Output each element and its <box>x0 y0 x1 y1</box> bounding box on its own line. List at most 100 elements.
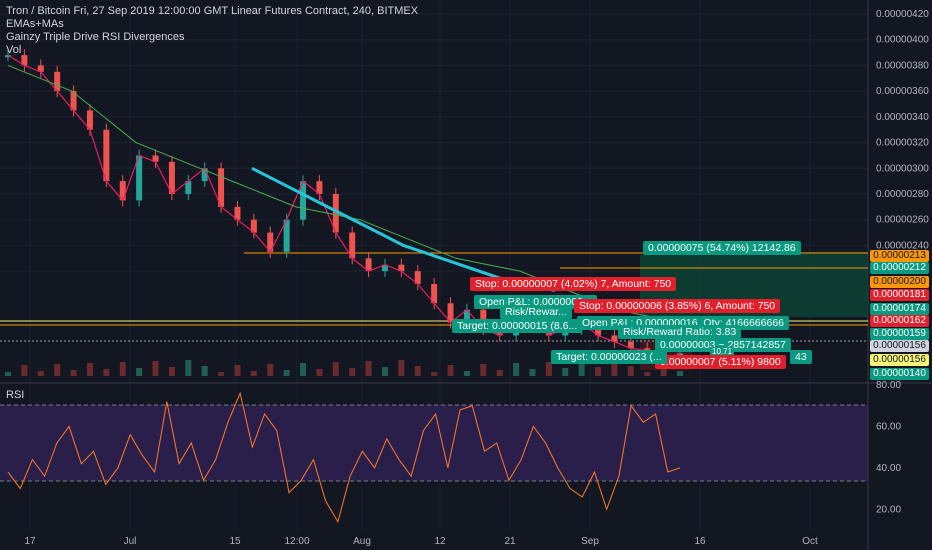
time-tick-label: Jul <box>124 536 137 547</box>
candle-body <box>463 309 470 323</box>
candle-body <box>398 264 405 272</box>
price-tick-label: 0.00000360 <box>876 86 929 97</box>
volume-bar <box>529 369 536 376</box>
volume-bar <box>234 365 241 376</box>
volume-bar <box>70 370 77 376</box>
volume-bar <box>54 364 61 376</box>
candle-body <box>86 110 93 130</box>
volume-bar <box>103 369 110 376</box>
volume-bar <box>545 362 552 376</box>
rr-label-2: Risk/Reward Ratio: 3.83 <box>618 325 742 339</box>
candle-body <box>234 206 241 220</box>
stop-label-2: Stop: 0.00000006 (3.85%) 6, Amount: 750 <box>574 299 781 313</box>
volume-bar <box>513 363 520 376</box>
volume-bar <box>300 363 307 376</box>
volume-bar <box>218 372 225 376</box>
candle-body <box>349 232 356 259</box>
price-tag: 0.00000140 <box>870 368 929 380</box>
rsi-tick-label: 80.00 <box>876 380 901 391</box>
volume-bar <box>496 370 503 376</box>
price-tag: 0.00000200 <box>870 276 929 288</box>
rr-label-1: Risk/Rewar... <box>500 305 572 319</box>
price-tag: 0.00000181 <box>870 289 929 301</box>
candle-body <box>365 258 372 272</box>
rsi-line <box>7 391 681 523</box>
target-top-label: 0.00000075 (54.74%) 12142.86 <box>643 241 801 255</box>
indicator-emas[interactable]: EMAs+MAs <box>6 18 64 30</box>
rsi-band <box>0 405 868 481</box>
price-tag: 0.00000156 <box>870 340 929 352</box>
candle-body <box>136 155 143 201</box>
candle-body <box>267 232 274 252</box>
volume-bar <box>136 368 143 376</box>
price-tick-label: 0.00000400 <box>876 35 929 46</box>
time-tick-label: Sep <box>581 536 599 547</box>
candle-body <box>218 168 225 207</box>
price-tick-label: 0.00000280 <box>876 189 929 200</box>
volume-bar <box>201 366 208 376</box>
price-tick-label: 0.00000420 <box>876 9 929 20</box>
volume-bar <box>168 367 175 376</box>
symbol-title[interactable]: Tron / Bitcoin Fri, 27 Sep 2019 12:00:00… <box>6 5 419 17</box>
candle-body <box>627 341 634 349</box>
measure-red-label: 0.00000007 (5.11%) 9800 <box>655 355 786 369</box>
volume-bar <box>86 363 93 376</box>
volume-bar <box>611 360 618 376</box>
candle-body <box>70 91 77 111</box>
candle-body <box>283 219 290 252</box>
price-tag: 0.00000156 <box>870 354 929 366</box>
price-tick-label: 0.00000300 <box>876 163 929 174</box>
candle-body <box>644 348 651 351</box>
candle-body <box>152 155 159 162</box>
volume-bar <box>185 360 192 376</box>
volume-bar <box>250 371 257 376</box>
candle-body <box>201 168 208 182</box>
price-tag: 0.00000159 <box>870 328 929 340</box>
indicator-volume[interactable]: Vol <box>6 44 22 56</box>
volume-bar <box>365 361 372 376</box>
indicator-rsi-divergences[interactable]: Gainzy Triple Drive RSI Divergences <box>6 31 185 43</box>
volume-bar <box>119 362 126 376</box>
measure-small-label: 10.71 <box>710 347 735 356</box>
candle-body <box>54 71 61 92</box>
volume-bar <box>677 371 683 376</box>
target-label-1: Target: 0.00000015 (8.6... <box>452 319 583 333</box>
candle-body <box>431 284 438 304</box>
price-tick-label: 0.00000380 <box>876 60 929 71</box>
time-tick-label: 21 <box>504 536 516 547</box>
candle-body <box>381 264 388 272</box>
volume-bar <box>349 368 356 376</box>
volume-bar <box>316 369 323 376</box>
rsi-title[interactable]: RSI <box>6 389 25 401</box>
candle-body <box>611 335 618 342</box>
candle-body <box>316 181 323 194</box>
volume-bar <box>447 365 454 376</box>
volume-bar <box>480 364 487 376</box>
volume-bar <box>562 368 569 376</box>
candle-body <box>37 65 44 72</box>
time-tick-label: 12:00 <box>284 536 309 547</box>
volume-bar <box>414 366 421 376</box>
price-tag: 0.00000162 <box>870 315 929 327</box>
price-tick-label: 0.00000240 <box>876 240 929 251</box>
volume-bar <box>660 365 667 376</box>
candle-body <box>185 181 192 194</box>
candle-body <box>414 271 421 284</box>
price-tag: 0.00000213 <box>870 250 929 262</box>
candle-body <box>5 55 11 58</box>
time-tick-label: 15 <box>229 536 241 547</box>
candle-body <box>103 129 110 182</box>
rsi-tick-label: 60.00 <box>876 421 901 432</box>
price-tick-label: 0.00000260 <box>876 215 929 226</box>
volume-bar <box>463 371 470 376</box>
volume-bar <box>283 370 290 376</box>
time-tick-label: 17 <box>24 536 36 547</box>
target-label-2-suffix: 43 <box>790 350 812 364</box>
volume-bar <box>381 367 388 376</box>
measure-green-label: 0.00000003 ~ 2857142857 <box>655 338 791 352</box>
time-tick-label: Oct <box>802 536 818 547</box>
time-tick-label: 12 <box>434 536 446 547</box>
candle-body <box>119 181 126 201</box>
volume-bar <box>332 362 339 376</box>
